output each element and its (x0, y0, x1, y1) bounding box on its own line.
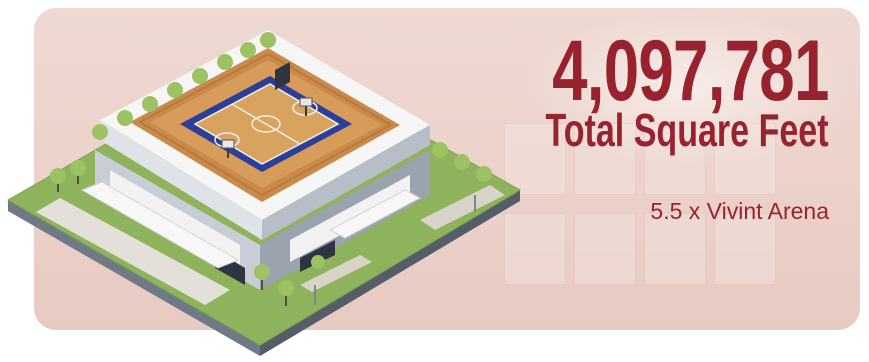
background-building-texture (504, 103, 834, 313)
stat-value: 4,097,781 (552, 23, 830, 119)
stat-label: Total Square Feet (545, 104, 829, 156)
stat-headline: 4,097,781 Total Square Feet (446, 23, 830, 156)
isometric-arena-icon (6, 30, 521, 356)
stat-comparison: 5.5 x Vivint Arena (650, 198, 829, 224)
